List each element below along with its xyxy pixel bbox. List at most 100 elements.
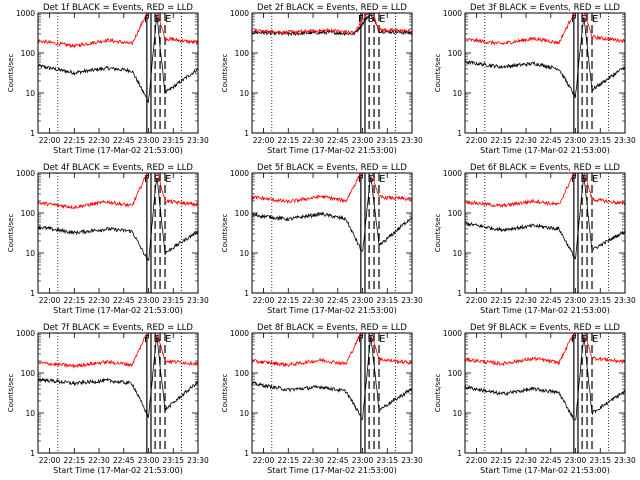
panel-2: Det 2f BLACK = Events, RED = LLD Counts/s… [221, 3, 423, 155]
events-series-line [37, 178, 199, 261]
flare-marker-E: E [165, 14, 171, 25]
panel-3: Det 3f BLACK = Events, RED = LLD Counts/s… [434, 3, 636, 155]
flare-marker-F: F [358, 14, 364, 25]
events-series-line [464, 334, 626, 421]
y-axis-label: Counts/sec [434, 54, 442, 93]
y-tick-label: 100 [21, 209, 36, 218]
x-tick-label: 22:00 [466, 296, 488, 305]
x-tick-label: 23:30 [187, 296, 209, 305]
x-tick-label: 22:00 [253, 456, 275, 465]
flare-marker-E: E [592, 14, 598, 25]
panel-4: Det 4f BLACK = Events, RED = LLD Counts/s… [7, 163, 209, 315]
x-axis-label: Start Time (17-Mar-02 21:53:00) [480, 146, 610, 155]
y-tick-label: 10 [239, 249, 249, 258]
x-tick-label: 22:45 [540, 456, 562, 465]
lld-series-line [37, 11, 199, 49]
y-axis-label: Counts/sec [7, 374, 15, 413]
events-series-line [464, 174, 626, 260]
x-tick-label: 23:00 [352, 296, 374, 305]
x-tick-label: 22:45 [113, 136, 135, 145]
flare-marker-S: S [581, 14, 587, 25]
y-tick-label: 100 [448, 209, 463, 218]
y-tick-label: 100 [235, 209, 250, 218]
lld-series-line [251, 12, 413, 36]
x-tick-label: 22:30 [302, 136, 324, 145]
flare-marker-F: F [144, 334, 150, 345]
y-tick-label: 10 [239, 409, 249, 418]
plot-frame [37, 172, 199, 294]
x-tick-label: 22:15 [277, 136, 299, 145]
y-tick-label: 1 [457, 289, 462, 298]
y-tick-label: 1 [457, 129, 462, 138]
x-tick-label: 22:45 [327, 456, 349, 465]
x-tick-label: 22:00 [466, 456, 488, 465]
y-tick-label: 10 [452, 249, 462, 258]
lld-series-line [251, 332, 413, 368]
events-series-line [251, 12, 413, 37]
x-tick-label: 22:15 [63, 296, 85, 305]
x-tick-label: 23:30 [401, 296, 423, 305]
x-tick-label: 23:00 [138, 456, 160, 465]
x-tick-label: 23:00 [565, 136, 587, 145]
x-tick-label: 23:15 [376, 136, 398, 145]
x-axis-label: Start Time (17-Mar-02 21:53:00) [267, 306, 397, 315]
x-tick-label: 22:45 [540, 296, 562, 305]
x-tick-label: 22:15 [490, 296, 512, 305]
y-tick-label: 10 [25, 409, 35, 418]
y-tick-label: 10 [239, 89, 249, 98]
panel-title: Det 7f BLACK = Events, RED = LLD [43, 323, 193, 333]
plot-frame [464, 332, 626, 454]
x-tick-label: 22:00 [253, 296, 275, 305]
panel-title: Det 3f BLACK = Events, RED = LLD [470, 3, 620, 13]
lld-series-line [251, 172, 413, 204]
y-tick-label: 1 [30, 129, 35, 138]
panel-7: Det 7f BLACK = Events, RED = LLD Counts/s… [7, 323, 209, 475]
y-axis-label: Counts/sec [7, 54, 15, 93]
flare-marker-E: E [379, 14, 385, 25]
y-tick-label: 1000 [443, 169, 462, 178]
flare-marker-E: E [165, 334, 171, 345]
x-axis-label: Start Time (17-Mar-02 21:53:00) [267, 466, 397, 475]
x-tick-label: 22:45 [327, 296, 349, 305]
panel-title: Det 6f BLACK = Events, RED = LLD [470, 163, 620, 173]
x-tick-label: 22:00 [39, 296, 61, 305]
y-tick-label: 1000 [230, 9, 249, 18]
x-tick-label: 22:15 [490, 456, 512, 465]
x-tick-label: 22:30 [88, 136, 110, 145]
y-tick-label: 10 [452, 409, 462, 418]
panel-title: Det 2f BLACK = Events, RED = LLD [257, 3, 407, 13]
panel-8: Det 8f BLACK = Events, RED = LLD Counts/s… [221, 323, 423, 475]
x-tick-label: 23:00 [138, 136, 160, 145]
y-tick-label: 10 [452, 89, 462, 98]
y-tick-label: 1000 [16, 169, 35, 178]
y-tick-label: 10 [25, 89, 35, 98]
y-tick-label: 100 [235, 49, 250, 58]
x-tick-label: 23:15 [376, 296, 398, 305]
x-tick-label: 22:45 [113, 296, 135, 305]
x-tick-label: 22:30 [515, 296, 537, 305]
y-axis-label: Counts/sec [221, 374, 229, 413]
x-tick-label: 23:00 [352, 456, 374, 465]
panel-9: Det 9f BLACK = Events, RED = LLD Counts/s… [434, 323, 636, 475]
y-tick-label: 100 [235, 369, 250, 378]
x-tick-label: 22:30 [515, 456, 537, 465]
panel-title: Det 5f BLACK = Events, RED = LLD [257, 163, 407, 173]
x-tick-label: 22:15 [490, 136, 512, 145]
y-tick-label: 1 [244, 289, 249, 298]
y-tick-label: 100 [21, 49, 36, 58]
x-axis-label: Start Time (17-Mar-02 21:53:00) [53, 306, 183, 315]
flare-marker-F: F [358, 334, 364, 345]
x-axis-label: Start Time (17-Mar-02 21:53:00) [53, 146, 183, 155]
x-tick-label: 22:45 [540, 136, 562, 145]
flare-marker-E: E [379, 174, 385, 185]
y-tick-label: 1000 [16, 9, 35, 18]
flare-marker-F: F [571, 174, 577, 185]
x-axis-label: Start Time (17-Mar-02 21:53:00) [480, 306, 610, 315]
x-tick-label: 23:30 [187, 136, 209, 145]
plot-frame [251, 12, 413, 134]
x-axis-label: Start Time (17-Mar-02 21:53:00) [480, 466, 610, 475]
flare-marker-F: F [144, 174, 150, 185]
x-tick-label: 22:30 [302, 296, 324, 305]
x-tick-label: 23:15 [162, 296, 184, 305]
